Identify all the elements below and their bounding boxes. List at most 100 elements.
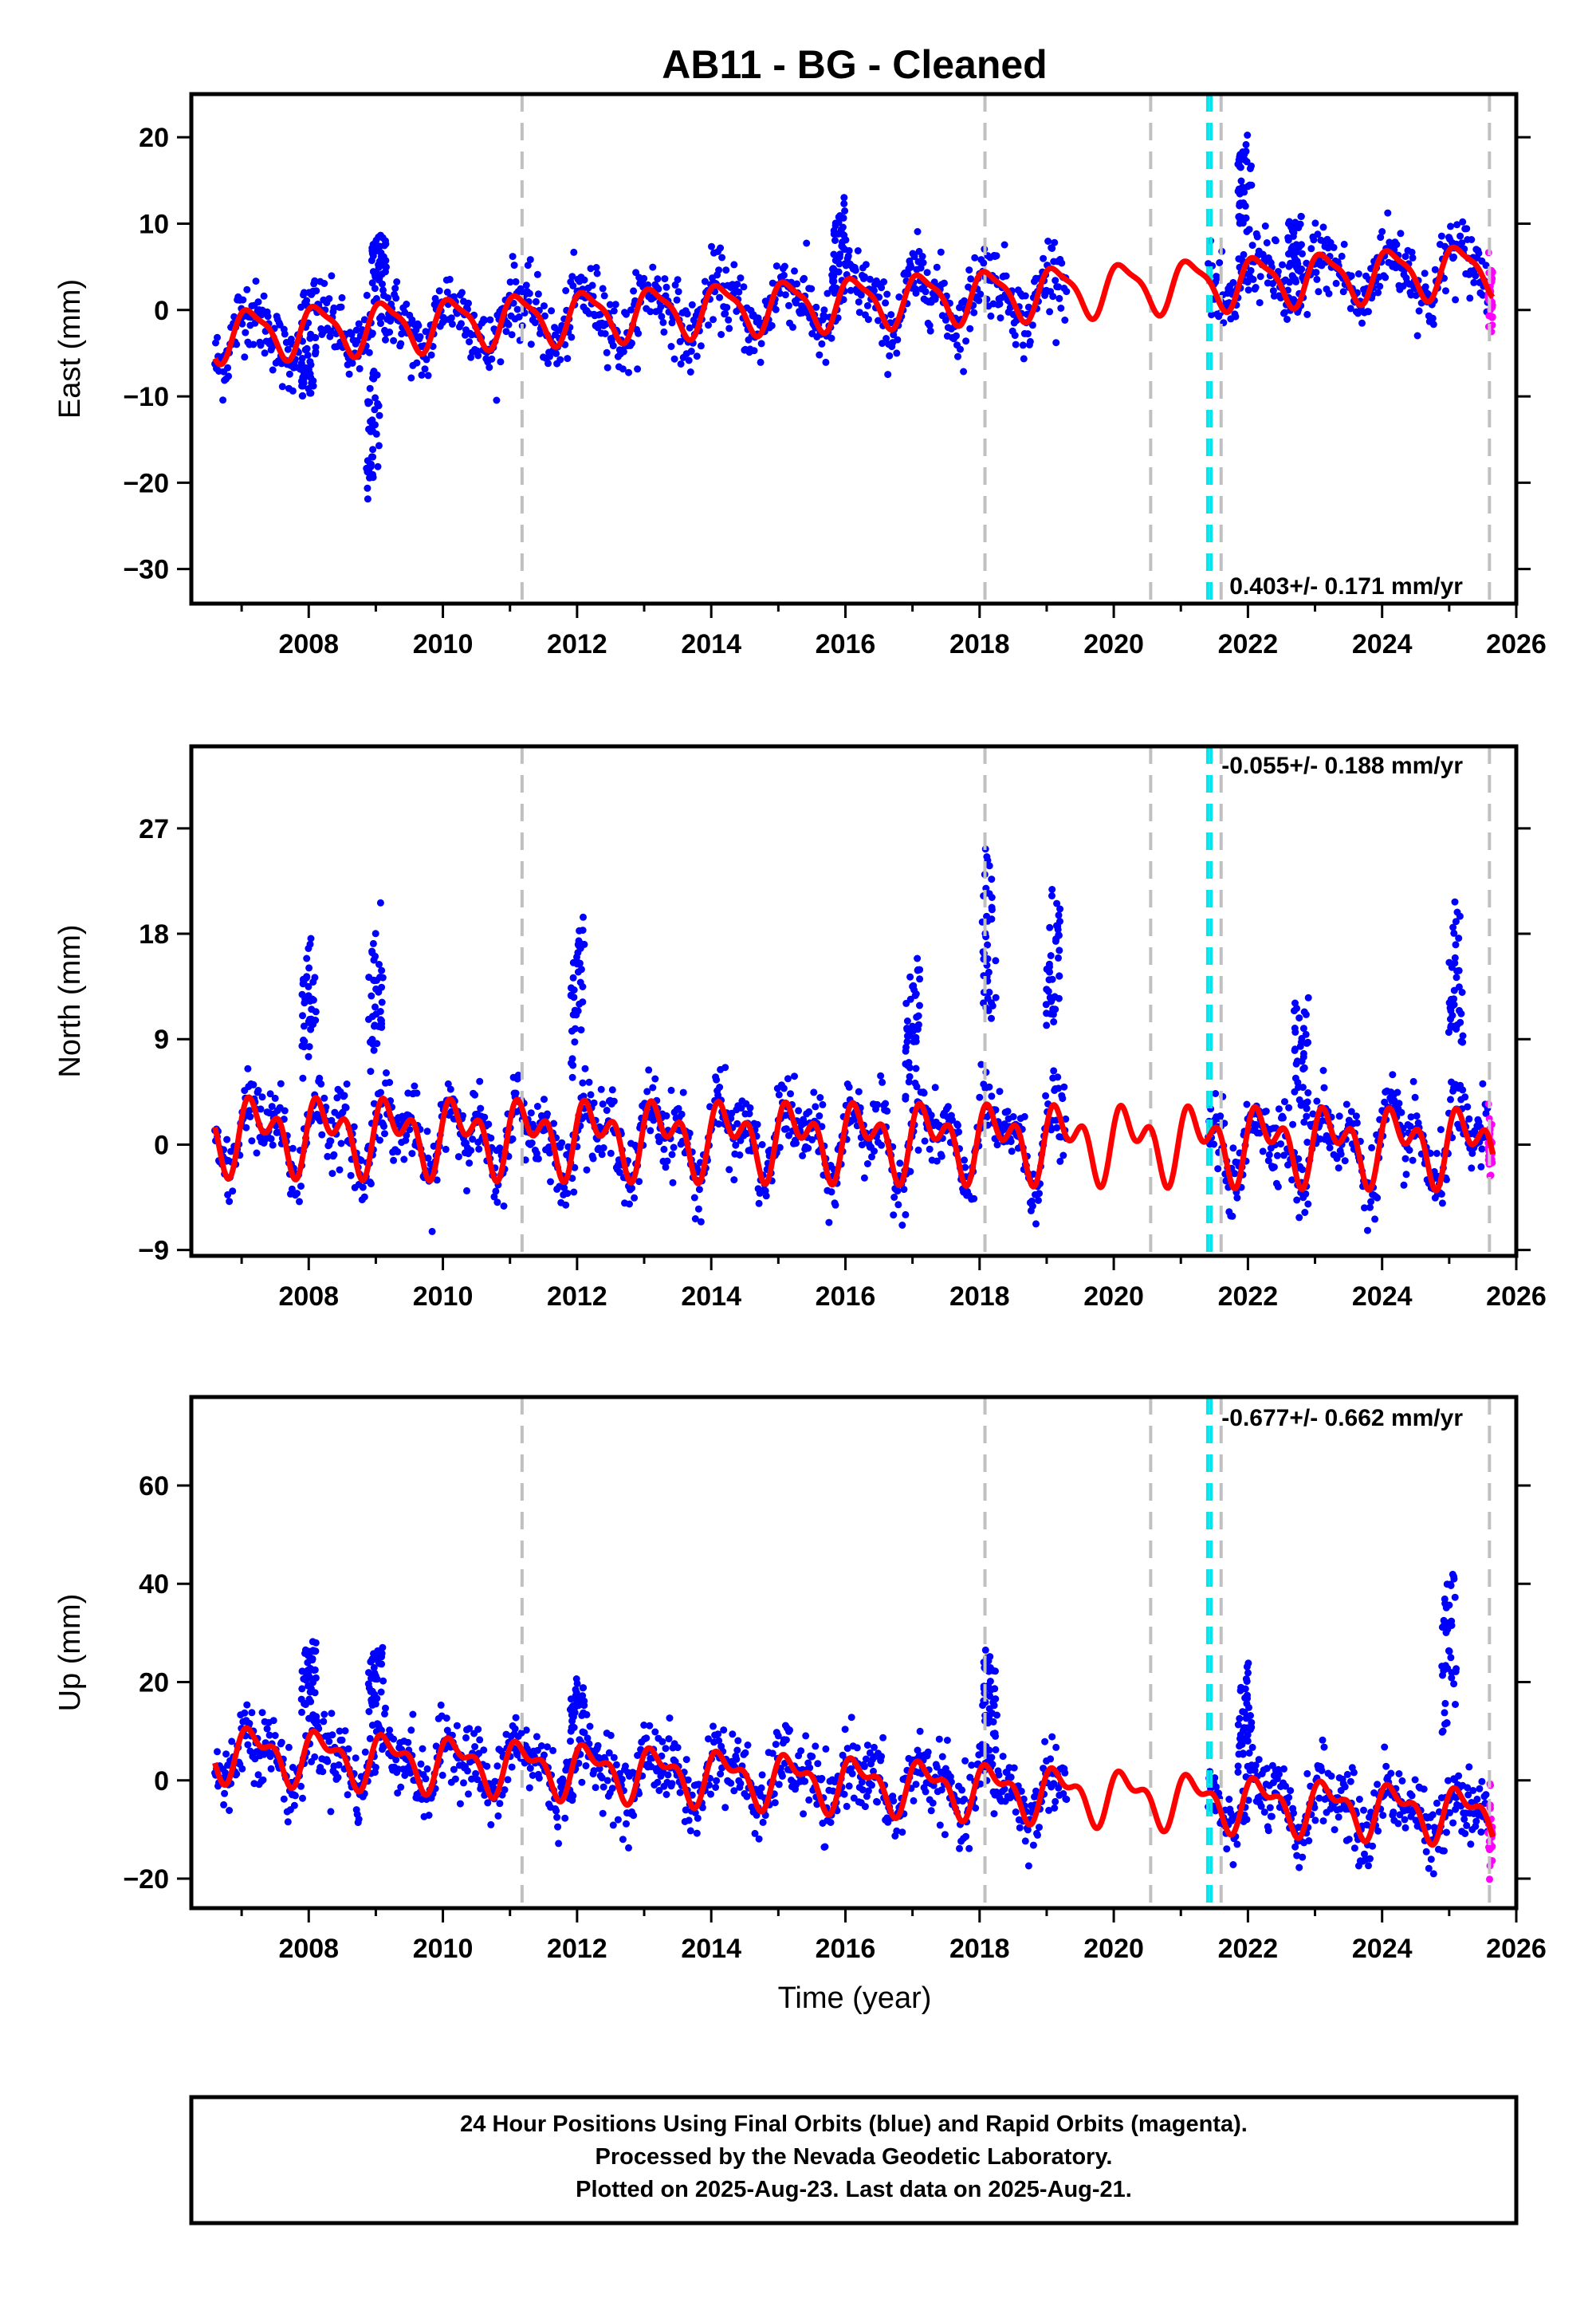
final-orbit-point <box>550 1120 558 1127</box>
final-orbit-point <box>693 1829 701 1837</box>
final-orbit-point <box>451 1775 459 1783</box>
east-panel: 2008 2010 2012 2014 2016 2018 2020 2022 2024 2026… <box>53 92 1547 659</box>
final-orbit-point <box>526 1765 534 1773</box>
final-orbit-point <box>595 1753 603 1761</box>
final-orbit-point <box>1461 1830 1469 1837</box>
final-orbit-point <box>400 1155 408 1163</box>
final-orbit-point <box>1252 1120 1260 1128</box>
final-orbit-point <box>970 1194 978 1202</box>
final-orbit-point <box>1468 1164 1476 1172</box>
final-orbit-point <box>527 340 535 348</box>
final-orbit-point <box>465 299 472 307</box>
final-orbit-point <box>1364 1226 1371 1234</box>
final-orbit-point <box>428 1227 436 1235</box>
final-orbit-point <box>328 272 336 280</box>
final-orbit-point <box>987 312 995 320</box>
outlier-point <box>1449 1022 1457 1030</box>
final-orbit-point <box>916 1727 924 1735</box>
outlier-point <box>1300 1118 1308 1126</box>
outlier-point <box>364 495 371 503</box>
outlier-point <box>1457 1037 1465 1045</box>
final-orbit-point <box>586 1722 594 1730</box>
outlier-point <box>577 1026 585 1034</box>
outlier-point <box>376 899 384 907</box>
outlier-point <box>372 985 380 993</box>
final-orbit-point <box>379 286 387 294</box>
final-orbit-point <box>1441 1847 1448 1855</box>
final-orbit-point <box>956 1844 963 1852</box>
final-orbit-point <box>501 1786 509 1794</box>
final-orbit-point <box>352 326 360 334</box>
outlier-point <box>1043 986 1051 994</box>
final-orbit-point <box>785 301 792 309</box>
outlier-point <box>310 1647 318 1655</box>
final-orbit-point <box>587 265 595 273</box>
final-orbit-point <box>589 1155 597 1163</box>
final-orbit-point <box>1007 1773 1015 1781</box>
final-orbit-point <box>819 1100 827 1108</box>
final-orbit-point <box>635 1789 643 1797</box>
final-orbit-point <box>634 365 642 373</box>
outlier-point <box>305 945 313 952</box>
final-orbit-point <box>1437 1190 1445 1198</box>
final-orbit-point <box>311 1753 319 1761</box>
final-orbit-point <box>686 1827 694 1835</box>
outlier-point <box>366 384 374 392</box>
final-orbit-point <box>512 1714 520 1722</box>
final-orbit-point <box>271 1094 279 1102</box>
final-orbit-point <box>1231 1170 1239 1178</box>
outlier-point <box>307 361 315 368</box>
rate-label: -0.055+/- 0.188 mm/yr <box>1221 753 1463 779</box>
final-orbit-point <box>814 1760 822 1768</box>
final-orbit-point <box>303 297 311 305</box>
outlier-point <box>902 1092 910 1100</box>
final-orbit-point <box>1280 1151 1287 1159</box>
final-orbit-point <box>1299 1853 1307 1861</box>
outlier-point <box>992 994 1000 1002</box>
final-orbit-point <box>526 256 534 264</box>
outlier-point <box>988 876 996 883</box>
final-orbit-point <box>285 370 293 378</box>
final-orbit-point <box>417 1760 425 1768</box>
final-orbit-point <box>713 1076 721 1084</box>
outlier-point <box>368 257 375 265</box>
final-orbit-point <box>685 356 693 364</box>
final-orbit-point <box>886 352 894 360</box>
final-orbit-point <box>408 1150 416 1158</box>
final-orbit-point <box>246 1719 254 1727</box>
final-orbit-point <box>1394 1088 1401 1096</box>
final-orbit-point <box>1052 1743 1060 1751</box>
final-orbit-point <box>715 1737 723 1745</box>
final-orbit-point <box>254 1771 262 1779</box>
final-orbit-point <box>1314 230 1322 238</box>
final-orbit-point <box>922 288 930 296</box>
final-orbit-point <box>433 1176 441 1184</box>
final-orbit-point <box>466 338 474 346</box>
outlier-point <box>372 1010 380 1018</box>
outlier-point <box>1284 236 1292 244</box>
final-orbit-point <box>1335 1112 1343 1120</box>
final-orbit-point <box>297 303 305 311</box>
final-orbit-point <box>1059 1095 1067 1103</box>
outlier-point <box>1043 1021 1051 1029</box>
final-orbit-point <box>1288 1176 1296 1184</box>
final-orbit-point <box>808 1135 816 1143</box>
outlier-point <box>988 1014 995 1022</box>
final-orbit-point <box>1004 1108 1012 1116</box>
x-tick-label: 2022 <box>1218 629 1279 659</box>
final-orbit-point <box>1011 332 1019 340</box>
final-orbit-point <box>661 275 669 283</box>
final-orbit-point <box>772 262 780 270</box>
final-orbit-point <box>745 1110 753 1118</box>
final-orbit-point <box>219 396 227 404</box>
x-tick-label: 2016 <box>816 629 876 659</box>
final-orbit-point <box>862 261 870 269</box>
final-orbit-point <box>668 1151 676 1159</box>
final-orbit-point <box>890 1797 898 1805</box>
final-orbit-point <box>710 1722 717 1730</box>
final-orbit-point <box>418 371 426 379</box>
final-orbit-point <box>407 1726 415 1734</box>
outlier-point <box>903 1017 911 1025</box>
outlier-point <box>1291 1045 1299 1053</box>
final-orbit-point <box>612 1761 620 1769</box>
